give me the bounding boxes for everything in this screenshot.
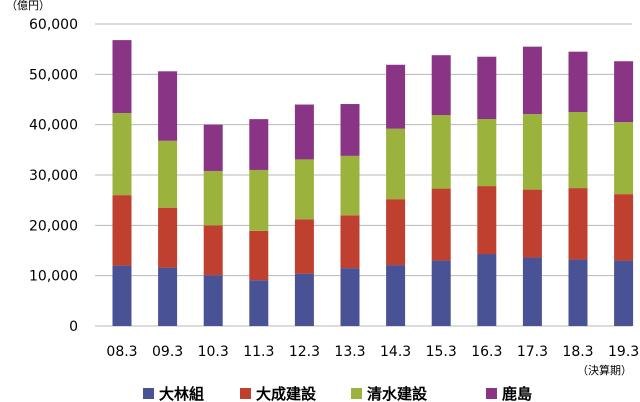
bar-3-2	[203, 124, 223, 171]
bar-2-8	[477, 119, 497, 187]
legend-label: 鹿島	[502, 385, 532, 402]
bar-2-10	[568, 112, 588, 189]
x-tick-label: 09.3	[152, 344, 183, 360]
bar-3-1	[158, 71, 178, 141]
bar-2-11	[614, 122, 634, 195]
bar-0-1	[158, 267, 178, 326]
x-tick-label: 17.3	[517, 344, 548, 360]
bar-2-5	[340, 155, 360, 216]
x-tick-label: 11.3	[243, 344, 274, 360]
grid-lines	[95, 23, 632, 327]
y-tick-label: 40,000	[29, 118, 78, 134]
y-tick-label: 10,000	[29, 269, 78, 285]
bar-1-2	[203, 225, 223, 276]
bar-1-11	[614, 194, 634, 261]
bar-3-7	[431, 55, 451, 116]
x-tick-label: 10.3	[198, 344, 229, 360]
bar-2-9	[522, 114, 542, 190]
legend-label: 大林組	[159, 385, 204, 402]
bar-3-10	[568, 51, 588, 113]
bar-2-1	[158, 140, 178, 208]
bar-3-0	[112, 40, 132, 114]
y-tick-label: 0	[69, 319, 78, 335]
y-axis-ticks: 0 10,000 20,000 30,000 40,000 50,000 60,000	[29, 17, 78, 335]
bar-3-8	[477, 56, 497, 120]
y-tick-label: 20,000	[29, 218, 78, 234]
bar-1-6	[386, 199, 406, 266]
y-tick-label: 60,000	[29, 17, 78, 33]
legend-swatch	[351, 388, 362, 399]
bar-0-7	[431, 260, 451, 326]
x-tick-label: 19.3	[608, 344, 639, 360]
y-tick-label: 50,000	[29, 67, 78, 83]
bar-2-4	[294, 159, 314, 220]
x-tick-label: 13.3	[334, 344, 365, 360]
bar-0-3	[249, 280, 269, 326]
bar-0-6	[386, 265, 406, 326]
bar-2-6	[386, 128, 406, 200]
bar-1-0	[112, 195, 132, 266]
bar-3-11	[614, 61, 634, 123]
legend-swatch	[240, 388, 251, 399]
bar-2-0	[112, 113, 132, 196]
x-tick-label: 18.3	[562, 344, 593, 360]
y-unit-label: （億円）	[6, 0, 50, 12]
legend-label: 清水建設	[367, 385, 428, 402]
bar-1-10	[568, 188, 588, 260]
bar-0-10	[568, 259, 588, 326]
x-tick-label: 12.3	[289, 344, 320, 360]
x-tick-label: 08.3	[106, 344, 137, 360]
bar-1-1	[158, 207, 178, 268]
bar-1-5	[340, 215, 360, 269]
bar-2-3	[249, 169, 269, 231]
bar-0-11	[614, 260, 634, 326]
bar-1-7	[431, 188, 451, 261]
bar-0-0	[112, 265, 132, 326]
x-unit-label: （決算期）	[577, 363, 632, 377]
bar-1-8	[477, 186, 497, 255]
y-tick-label: 30,000	[29, 168, 78, 184]
bar-3-6	[386, 64, 406, 129]
bar-1-3	[249, 230, 269, 281]
bar-3-4	[294, 104, 314, 160]
bar-0-9	[522, 257, 542, 326]
bars	[112, 40, 634, 326]
bar-1-4	[294, 219, 314, 274]
x-tick-label: 14.3	[380, 344, 411, 360]
bar-3-3	[249, 119, 269, 170]
legend-swatch	[143, 388, 154, 399]
x-tick-label: 15.3	[426, 344, 457, 360]
legend-label: 大成建設	[256, 385, 317, 402]
bar-3-5	[340, 104, 360, 156]
legend-swatch	[486, 388, 497, 399]
bar-0-5	[340, 268, 360, 326]
x-tick-label: 16.3	[471, 344, 502, 360]
bar-0-8	[477, 254, 497, 326]
bar-3-9	[522, 46, 542, 115]
bar-2-2	[203, 170, 223, 226]
bar-0-4	[294, 273, 314, 326]
bar-2-7	[431, 115, 451, 189]
bar-0-2	[203, 275, 223, 326]
bar-1-9	[522, 189, 542, 258]
legend: 大林組 大成建設 清水建設 鹿島	[143, 385, 532, 402]
x-axis-ticks: 08.3 09.3 10.3 11.3 12.3 13.3 14.3 15.3 16.3 17.3…	[106, 344, 639, 360]
